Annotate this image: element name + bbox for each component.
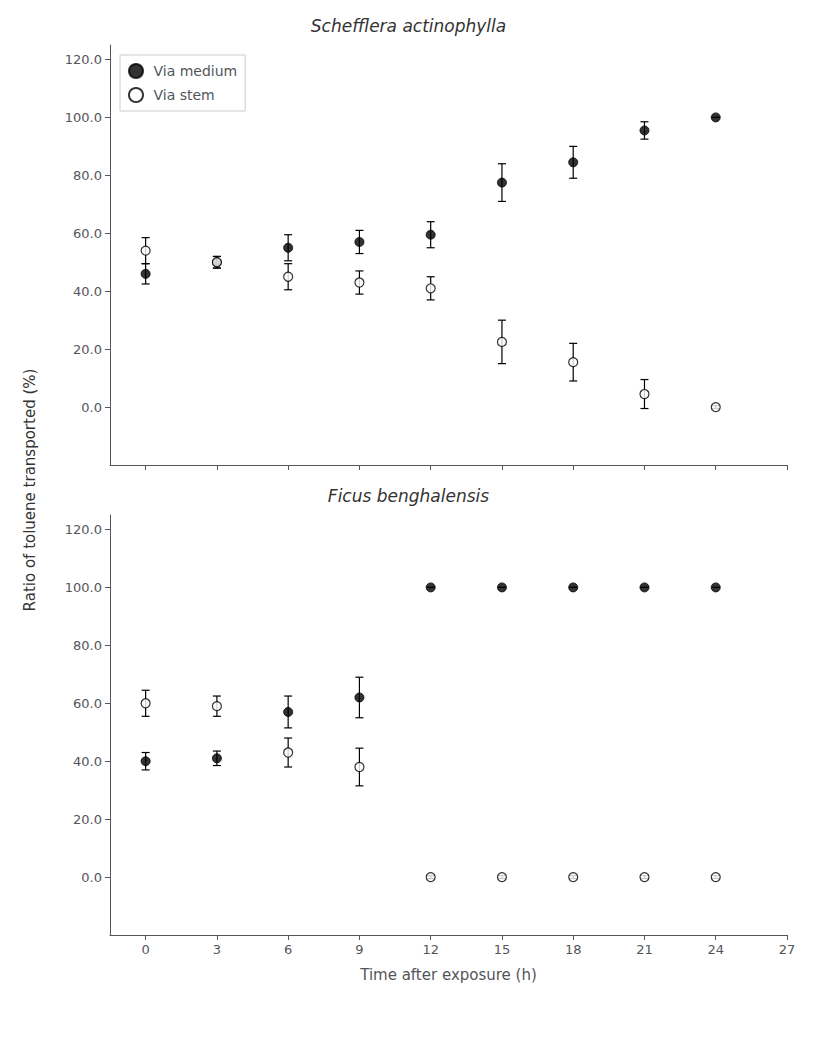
svg-text:0.0: 0.0: [81, 400, 102, 415]
svg-text:18: 18: [565, 942, 582, 957]
svg-text:60.0: 60.0: [73, 696, 102, 711]
svg-text:0.0: 0.0: [81, 870, 102, 885]
svg-text:20.0: 20.0: [73, 342, 102, 357]
svg-text:3: 3: [213, 942, 221, 957]
svg-text:24: 24: [707, 942, 724, 957]
svg-text:40.0: 40.0: [73, 754, 102, 769]
svg-text:21: 21: [636, 942, 653, 957]
svg-text:40.0: 40.0: [73, 284, 102, 299]
svg-text:20.0: 20.0: [73, 812, 102, 827]
svg-text:Via stem: Via stem: [154, 87, 215, 103]
svg-text:27: 27: [779, 942, 796, 957]
svg-text:100.0: 100.0: [65, 580, 102, 595]
svg-text:Ficus benghalensis: Ficus benghalensis: [328, 486, 489, 506]
svg-text:80.0: 80.0: [73, 638, 102, 653]
svg-text:6: 6: [284, 942, 292, 957]
svg-text:15: 15: [494, 942, 511, 957]
svg-text:80.0: 80.0: [73, 168, 102, 183]
svg-text:120.0: 120.0: [65, 52, 102, 67]
svg-text:9: 9: [355, 942, 363, 957]
svg-text:Time after exposure (h): Time after exposure (h): [359, 966, 537, 984]
svg-text:Via medium: Via medium: [154, 63, 238, 79]
svg-text:60.0: 60.0: [73, 226, 102, 241]
svg-text:Ratio of toluene transported (: Ratio of toluene transported (%): [21, 369, 39, 612]
svg-text:Schefflera actinophylla: Schefflera actinophylla: [311, 16, 506, 36]
svg-text:12: 12: [422, 942, 439, 957]
svg-text:0: 0: [141, 942, 149, 957]
svg-text:120.0: 120.0: [65, 522, 102, 537]
svg-text:100.0: 100.0: [65, 110, 102, 125]
